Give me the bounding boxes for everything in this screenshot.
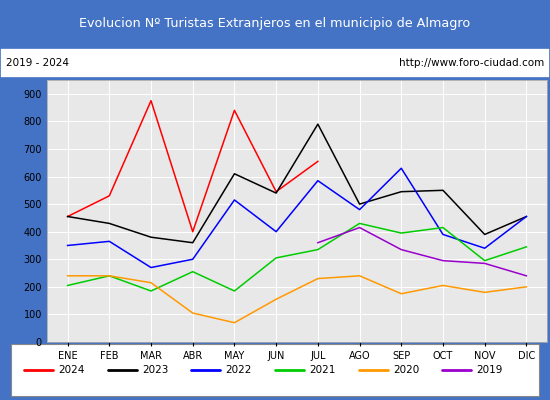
Text: 2024: 2024 — [58, 365, 85, 375]
Text: 2020: 2020 — [393, 365, 419, 375]
Text: 2022: 2022 — [226, 365, 252, 375]
Text: 2019 - 2024: 2019 - 2024 — [6, 58, 69, 68]
Text: http://www.foro-ciudad.com: http://www.foro-ciudad.com — [399, 58, 544, 68]
Text: 2019: 2019 — [476, 365, 503, 375]
Text: 2021: 2021 — [309, 365, 336, 375]
Text: Evolucion Nº Turistas Extranjeros en el municipio de Almagro: Evolucion Nº Turistas Extranjeros en el … — [79, 18, 471, 30]
Text: 2023: 2023 — [142, 365, 168, 375]
